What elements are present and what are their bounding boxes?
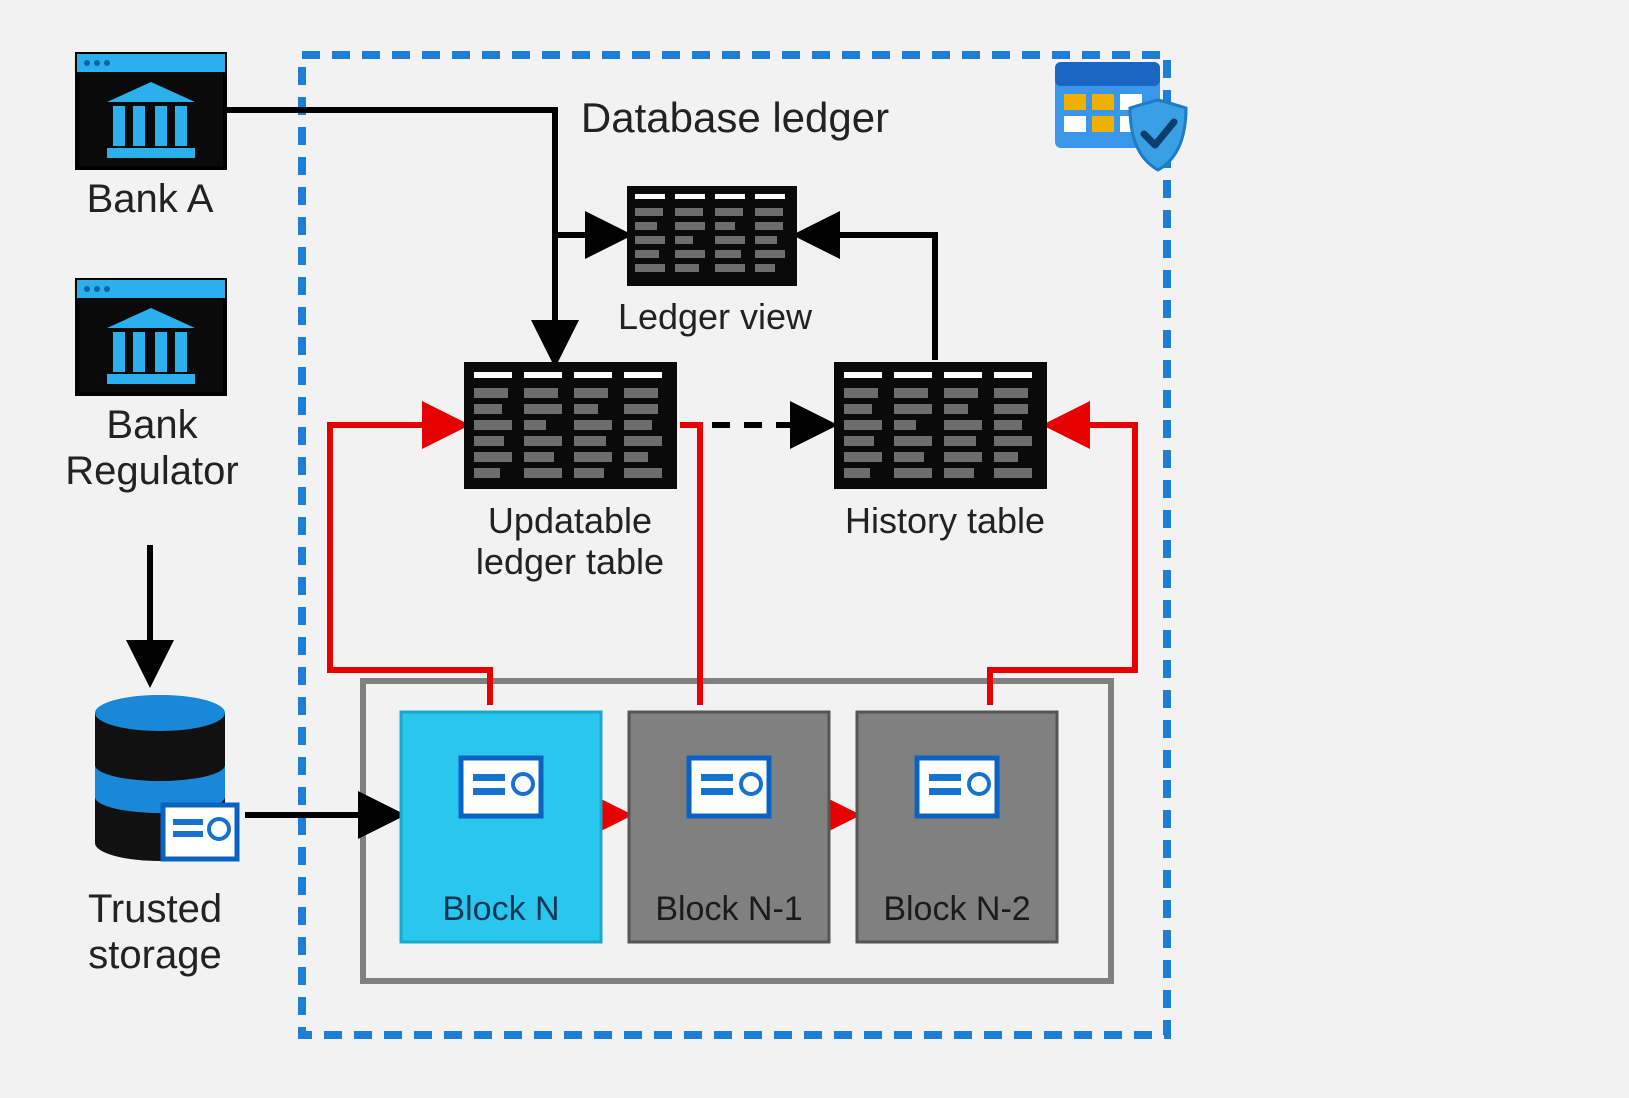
updatable-ledger-table-icon [464, 362, 677, 489]
edge-bankA-to-updatable [225, 110, 555, 360]
block-n-label: Block N [401, 890, 601, 929]
history-table-icon [834, 362, 1047, 489]
trusted-storage-label: Trusted storage [50, 886, 260, 978]
bank-regulator-label: Bank Regulator [44, 402, 260, 494]
title: Database ledger [520, 94, 950, 142]
bank-regulator-icon [77, 280, 225, 394]
diagram-canvas: Database ledger Bank A Bank Regulator Tr… [0, 0, 1629, 1098]
block-n1-label: Block N-1 [629, 890, 829, 929]
trusted-storage-icon [95, 695, 237, 861]
ledger-shield-icon [1055, 62, 1186, 170]
ledger-view-table-icon [627, 186, 797, 286]
bank-a-label: Bank A [60, 176, 240, 222]
ledger-view-label: Ledger view [600, 296, 830, 337]
history-table-label: History table [820, 500, 1070, 541]
block-n2-label: Block N-2 [857, 890, 1057, 929]
bank-a-icon [77, 54, 225, 168]
updatable-label: Updatable ledger table [440, 500, 700, 583]
